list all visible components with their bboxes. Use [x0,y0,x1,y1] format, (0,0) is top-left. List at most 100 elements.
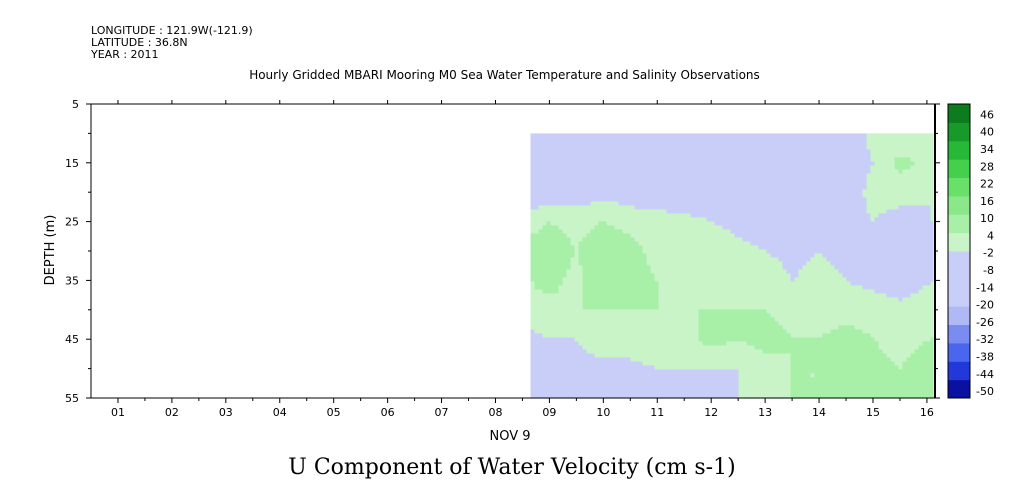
heatmap-cell [714,145,720,150]
heatmap-cell [730,157,736,162]
heatmap-cell [798,197,804,202]
heatmap-cell [746,209,752,214]
heatmap-cell [558,337,564,342]
heatmap-cell [770,269,776,274]
heatmap-cell [802,313,808,318]
heatmap-cell [682,209,688,214]
heatmap-cell [790,145,796,150]
heatmap-cell [542,133,548,138]
heatmap-cell [578,181,584,186]
heatmap-cell [650,201,656,206]
heatmap-cell [730,321,736,326]
heatmap-cell [594,301,600,306]
heatmap-cell [658,393,664,398]
heatmap-cell [734,265,740,270]
heatmap-cell [666,365,672,370]
heatmap-cell [622,253,628,258]
heatmap-cell [678,201,684,206]
heatmap-cell [726,165,732,170]
heatmap-cell [678,393,684,398]
heatmap-cell [654,385,660,390]
heatmap-cell [626,289,632,294]
heatmap-cell [622,365,628,370]
heatmap-cell [754,137,760,142]
heatmap-cell [646,153,652,158]
heatmap-cell [570,141,576,146]
heatmap-cell [790,385,796,390]
heatmap-cell [706,177,712,182]
heatmap-cell [746,309,752,314]
heatmap-cell [822,161,828,166]
heatmap-cell [698,165,704,170]
heatmap-cell [782,161,788,166]
heatmap-cell [574,165,580,170]
heatmap-cell [594,305,600,310]
heatmap-cell [618,385,624,390]
heatmap-cell [662,241,668,246]
heatmap-cell [546,321,552,326]
heatmap-cell [794,229,800,234]
heatmap-cell [726,373,732,378]
heatmap-cell [702,389,708,394]
heatmap-cell [674,317,680,322]
heatmap-cell [762,193,768,198]
heatmap-cell [562,261,568,266]
heatmap-cell [574,237,580,242]
heatmap-cell [530,309,536,314]
heatmap-cell [682,285,688,290]
heatmap-cell [746,233,752,238]
heatmap-cell [678,313,684,318]
heatmap-cell [630,373,636,378]
heatmap-cell [554,277,560,282]
heatmap-cell [694,261,700,266]
heatmap-cell [694,317,700,322]
heatmap-cell [826,165,832,170]
heatmap-cell [554,389,560,394]
heatmap-cell [570,173,576,178]
heatmap-cell [702,213,708,218]
heatmap-cell [678,265,684,270]
heatmap-cell [722,349,728,354]
heatmap-cell [602,249,608,254]
heatmap-cell [722,329,728,334]
heatmap-cell [702,333,708,338]
heatmap-cell [618,353,624,358]
heatmap-cell [546,349,552,354]
heatmap-cell [562,157,568,162]
heatmap-cell [714,341,720,346]
heatmap-cell [818,169,824,174]
heatmap-cell [570,337,576,342]
heatmap-cell [634,381,640,386]
heatmap-cell [818,333,824,338]
heatmap-cell [818,141,824,146]
heatmap-cell [674,277,680,282]
heatmap-cell [630,189,636,194]
heatmap-cell [662,393,668,398]
heatmap-cell [658,181,664,186]
heatmap-cell [814,317,820,322]
heatmap-cell [722,253,728,258]
heatmap-cell [582,157,588,162]
heatmap-cell [730,337,736,342]
heatmap-cell [654,273,660,278]
heatmap-cell [706,373,712,378]
heatmap-cell [654,289,660,294]
heatmap-cell [554,377,560,382]
heatmap-cell [742,329,748,334]
heatmap-cell [542,321,548,326]
heatmap-cell [778,297,784,302]
heatmap-cell [670,297,676,302]
heatmap-cell [706,161,712,166]
heatmap-cell [686,169,692,174]
heatmap-cell [686,381,692,386]
heatmap-cell [578,145,584,150]
heatmap-cell [654,377,660,382]
heatmap-cell [606,273,612,278]
heatmap-cell [718,165,724,170]
heatmap-cell [658,153,664,158]
heatmap-cell [530,137,536,142]
heatmap-cell [554,205,560,210]
heatmap-cell [802,325,808,330]
heatmap-cell [562,233,568,238]
heatmap-cell [634,305,640,310]
